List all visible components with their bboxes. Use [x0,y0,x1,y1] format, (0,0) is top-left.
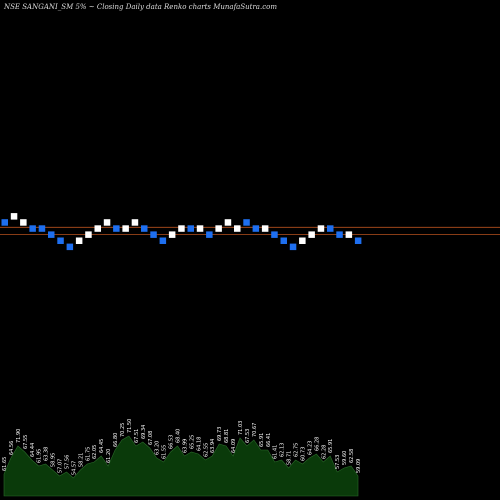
renko-brick-13 [122,225,129,232]
renko-brick-32 [299,237,306,244]
volume-label-1: 64.56 [9,441,15,455]
renko-brick-6 [57,237,64,244]
renko-brick-30 [280,237,287,244]
volume-label-30: 63.94 [210,439,216,453]
volume-label-35: 67.53 [245,429,251,443]
renko-brick-3 [29,225,36,232]
volume-label-13: 62.05 [92,445,98,459]
volume-label-46: 62.28 [321,445,327,459]
renko-brick-29 [271,231,278,238]
volume-label-20: 69.34 [141,425,147,439]
volume-label-3: 67.55 [23,435,29,449]
renko-brick-24 [224,219,232,226]
volume-label-45: 66.28 [314,437,320,451]
volume-label-48: 57.53 [335,455,341,469]
volume-label-41: 58.71 [287,451,293,465]
renko-brick-19 [178,225,185,232]
volume-label-49: 59.60 [342,451,348,465]
renko-brick-27 [252,225,260,232]
volume-label-33: 64.09 [231,439,237,453]
volume-label-32: 68.81 [224,429,230,443]
renko-brick-12 [113,225,120,232]
renko-brick-26 [243,219,250,226]
volume-label-29: 62.55 [203,443,209,457]
renko-brick-5 [48,231,55,238]
volume-label-0: 61.65 [2,457,8,471]
volume-label-8: 57.07 [58,459,64,473]
volume-label-36: 70.67 [252,423,258,437]
volume-label-27: 65.25 [189,435,195,449]
volume-label-11: 58.21 [78,453,84,467]
volume-label-44: 64.23 [307,441,313,455]
volume-area [3,435,359,497]
volume-label-17: 70.25 [120,423,126,437]
volume-label-24: 66.53 [169,435,175,449]
renko-brick-10 [94,225,101,232]
volume-label-34: 71.03 [238,421,244,435]
volume-label-2: 71.90 [16,429,22,443]
volume-label-31: 69.73 [217,427,223,441]
renko-brick-21 [196,225,204,232]
renko-brick-7 [66,243,74,251]
volume-label-38: 66.41 [266,433,272,447]
renko-brick-11 [103,219,111,226]
volume-label-16: 66.80 [113,433,119,447]
renko-brick-31 [289,243,297,251]
renko-brick-20 [187,225,194,232]
volume-label-5: 61.95 [37,449,43,463]
renko-brick-14 [131,219,139,226]
renko-brick-16 [150,231,157,238]
renko-brick-1 [10,213,18,220]
volume-label-15: 61.20 [106,449,112,463]
renko-brick-22 [206,231,213,238]
volume-label-25: 68.40 [176,429,182,443]
volume-label-39: 61.41 [273,445,279,459]
volume-label-9: 57.56 [64,455,70,469]
volume-label-7: 58.95 [51,453,57,467]
volume-label-42: 62.75 [294,443,300,457]
volume-label-47: 65.91 [328,439,334,453]
chart-title: NSE SANGANI_SM 5% ~ Closing Daily data R… [4,3,277,11]
volume-label-21: 67.08 [148,431,154,445]
renko-brick-2 [20,219,27,226]
renko-brick-38 [354,237,362,244]
volume-label-4: 64.44 [30,443,36,457]
renko-brick-35 [327,225,334,232]
renko-brick-9 [85,231,92,238]
volume-label-23: 61.55 [162,445,168,459]
volume-label-26: 63.99 [182,439,188,453]
volume-label-43: 60.73 [300,447,306,461]
renko-brick-34 [317,225,325,232]
renko-brick-25 [234,225,241,232]
renko-brick-8 [75,237,83,244]
volume-label-12: 61.75 [85,447,91,461]
renko-brick-37 [345,231,353,238]
volume-label-19: 67.51 [134,429,140,443]
renko-brick-4 [38,225,46,232]
renko-brick-0 [1,219,8,226]
volume-label-14: 64.45 [99,439,105,453]
volume-label-50: 62.58 [349,449,355,463]
renko-brick-17 [159,237,167,244]
volume-label-6: 63.38 [44,447,50,461]
volume-label-37: 65.91 [259,433,265,447]
volume-label-28: 64.18 [196,437,202,451]
renko-brick-15 [141,225,148,232]
volume-label-18: 71.50 [127,419,133,433]
renko-brick-23 [215,225,222,232]
renko-brick-33 [308,231,315,238]
renko-brick-36 [336,231,343,238]
volume-label-40: 62.13 [280,443,286,457]
volume-label-10: 54.57 [71,461,77,475]
renko-brick-18 [168,231,176,238]
renko-brick-28 [261,225,269,232]
volume-label-51: 59.09 [356,459,362,473]
volume-label-22: 63.20 [155,441,161,455]
